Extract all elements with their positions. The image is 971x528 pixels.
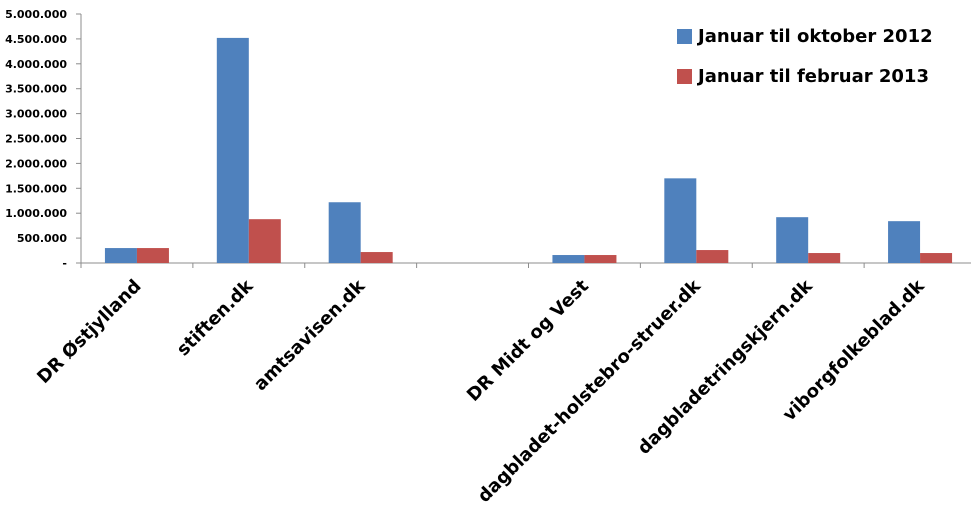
bar-2012 [664, 178, 697, 263]
y-tick-label: 2.000.000 [5, 157, 67, 170]
x-tick-label: DR Midt og Vest [463, 275, 593, 405]
legend-swatch [677, 69, 692, 84]
y-tick-label: 3.000.000 [5, 108, 67, 121]
legend: Januar til oktober 2012 Januar til februa… [677, 26, 933, 87]
bar-2013 [920, 253, 953, 263]
bar-2013 [584, 255, 617, 263]
y-tick-label: 3.500.000 [5, 83, 67, 96]
legend-label: Januar til oktober 2012 [696, 26, 933, 47]
bar-2012 [216, 37, 249, 264]
x-tick-label: amtsavisen.dk [250, 275, 370, 395]
y-tick-label: 4.500.000 [5, 33, 67, 46]
bar-2013 [808, 253, 841, 263]
y-tick-label: 4.000.000 [5, 58, 67, 71]
bar-2013 [136, 248, 169, 263]
chart-axes [80, 14, 971, 268]
x-tick-label: stiften.dk [173, 275, 258, 360]
bar-2012 [328, 202, 361, 263]
x-tick-label: dagbladetringskjern.dk [634, 275, 818, 459]
bar-2012 [776, 217, 809, 263]
bar-2012 [888, 221, 921, 263]
bar-2012 [104, 248, 137, 263]
y-tick-label: 2.500.000 [5, 133, 67, 146]
y-axis-ticks: - 500.000 1.000.000 1.500.000 2.000.000 2.500… [5, 8, 81, 270]
x-tick-label: dagbladet-holstebro-struer.dk [474, 275, 706, 507]
legend-label: Januar til februar 2013 [696, 66, 929, 87]
bar-2013 [360, 252, 393, 263]
y-tick-label: 5.000.000 [5, 8, 67, 21]
y-tick-label: 1.000.000 [5, 207, 67, 220]
bars [104, 37, 953, 264]
legend-swatch [677, 29, 692, 44]
y-tick-label: - [62, 257, 67, 270]
x-tick-label: DR Østjylland [33, 276, 145, 388]
y-tick-label: 500.000 [17, 232, 67, 245]
bar-2013 [696, 250, 729, 263]
y-tick-label: 1.500.000 [5, 182, 67, 195]
bar-2012 [552, 255, 585, 263]
bar-2013 [248, 219, 281, 263]
